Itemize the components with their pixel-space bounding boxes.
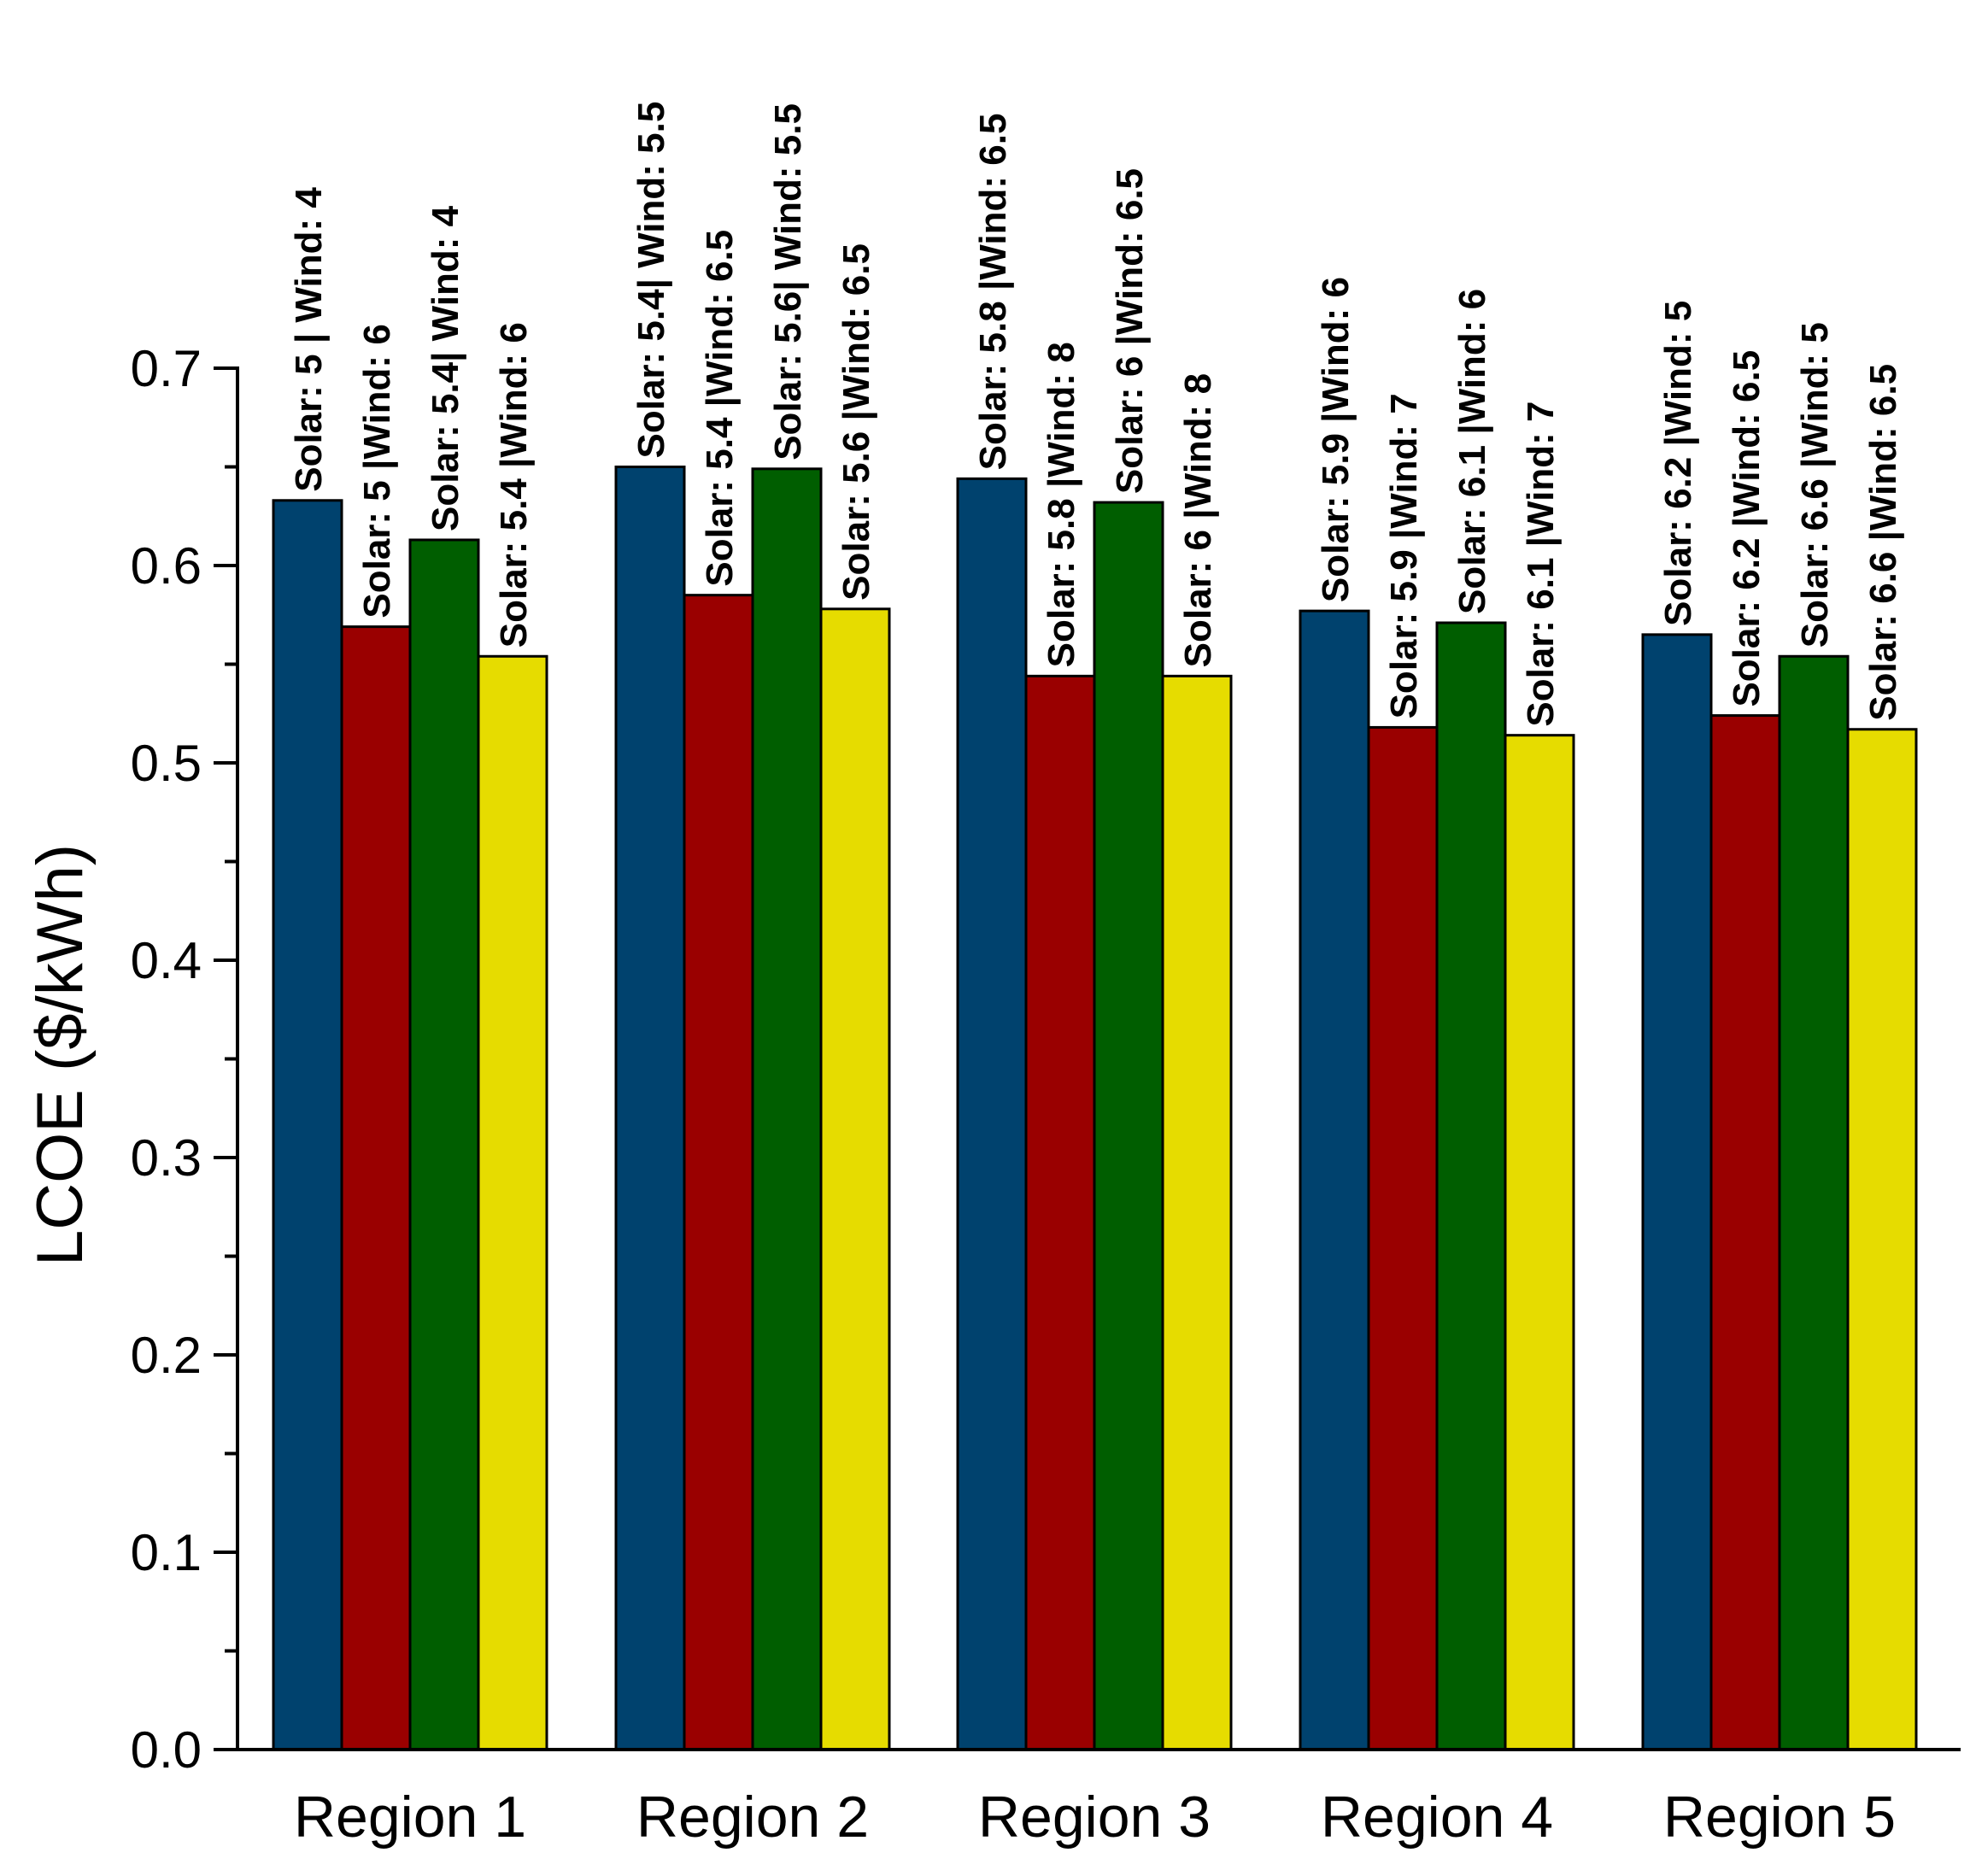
axes-layer: 0.0 0.1 0.2 0.3 0.4 0.5 0.6 0.7 Region 1 Region 2… — [131, 340, 1961, 1850]
bar-data-label: Solar: 6 |Wind: 6.5 — [1109, 168, 1152, 494]
bar-data-label: Solar: 6.1 |Wind: 7 — [1520, 402, 1563, 727]
bar-labels-layer: Solar: 5 | Wind: 4 Solar: 5.4| Wind: 5.5 S… — [288, 102, 1905, 727]
bar — [1093, 501, 1164, 1751]
bar-data-label: Solar: 5 |Wind: 6 — [356, 324, 399, 618]
bar — [751, 467, 823, 1751]
bar — [956, 477, 1028, 1751]
y-tick-label: 0.5 — [131, 735, 202, 792]
bar-data-label: Solar: 5.9 |Wind: 7 — [1383, 393, 1426, 718]
bar — [1778, 654, 1850, 1751]
bar — [1367, 725, 1439, 1751]
bar-data-label: Solar: 6.2 |Wind: 6.5 — [1726, 350, 1768, 707]
bar-data-label: Solar: 5.6| Wind: 5.5 — [767, 103, 810, 460]
bar-data-label: Solar: 5.8 |Wind: 8 — [1041, 342, 1083, 667]
x-category-label: Region 3 — [978, 1785, 1211, 1850]
bar-data-label: Solar: 6.2 |Wind: 5 — [1657, 301, 1700, 626]
y-tick-label: 0.4 — [131, 932, 202, 989]
bar-data-label: Solar: 5.4 |Wind: 6 — [493, 322, 536, 648]
bar — [1435, 621, 1507, 1751]
y-axis-title: LCOE ($/kWh) — [24, 844, 97, 1266]
bar — [614, 466, 686, 1751]
x-category-label: Region 2 — [636, 1785, 869, 1850]
y-tick-label: 0.3 — [131, 1129, 202, 1187]
bar — [1709, 714, 1781, 1751]
bar — [1846, 728, 1918, 1751]
bar-data-label: Solar: 5.4| Wind: 4 — [425, 205, 467, 531]
bar-data-label: Solar: 5.4| Wind: 5.5 — [630, 102, 673, 459]
bar — [1641, 633, 1713, 1751]
bar-data-label: Solar: 5.4 |Wind: 6.5 — [699, 230, 742, 587]
y-tick-label: 0.1 — [131, 1524, 202, 1581]
bar — [1024, 674, 1096, 1751]
bar-data-label: Solar: 6 |Wind: 8 — [1177, 373, 1220, 667]
bar — [683, 594, 754, 1751]
x-category-label: Region 4 — [1321, 1785, 1553, 1850]
bar — [1299, 609, 1370, 1751]
bar-data-label: Solar: 5 | Wind: 4 — [288, 187, 331, 492]
bar — [1504, 734, 1575, 1751]
bar — [819, 607, 891, 1751]
bar-data-label: Solar: 5.8 |Wind: 6.5 — [972, 114, 1015, 471]
bar-data-label: Solar: 6.6 |Wind: 5 — [1794, 322, 1837, 648]
bars-layer — [272, 466, 1918, 1751]
bar — [340, 625, 412, 1751]
x-category-label: Region 1 — [294, 1785, 526, 1850]
bar — [272, 499, 343, 1751]
y-tick-label: 0.0 — [131, 1721, 202, 1779]
bar-data-label: Solar: 6.6 |Wind: 6.5 — [1862, 364, 1905, 721]
bar — [408, 538, 480, 1751]
bar — [477, 654, 548, 1751]
bar — [1161, 674, 1233, 1751]
bar-data-label: Solar: 5.6 |Wind: 6.5 — [836, 243, 878, 601]
x-category-label: Region 5 — [1663, 1785, 1896, 1850]
y-tick-label: 0.2 — [131, 1327, 202, 1384]
bar-data-label: Solar: 5.9 |Wind: 6 — [1315, 277, 1357, 602]
bar-data-label: Solar: 6.1 |Wind: 6 — [1451, 289, 1494, 614]
y-tick-label: 0.7 — [131, 340, 202, 397]
y-tick-label: 0.6 — [131, 537, 202, 595]
